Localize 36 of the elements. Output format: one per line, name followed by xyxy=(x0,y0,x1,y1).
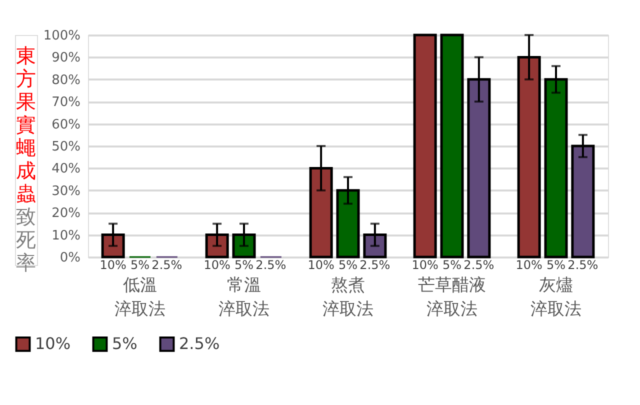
text: 5% xyxy=(130,258,150,272)
text: 10% xyxy=(412,258,438,272)
text: 10% xyxy=(308,258,334,272)
y-tick-label: 0% xyxy=(60,250,80,266)
text: 2.5% xyxy=(152,258,182,272)
text: 5% xyxy=(546,258,566,272)
text: 10% xyxy=(100,258,126,272)
text: 2.5% xyxy=(256,258,286,272)
legend-label: 2.5% xyxy=(179,334,220,354)
bar xyxy=(440,34,464,258)
x-tick-label: 芒草醋液淬取法 xyxy=(418,276,486,320)
text: 5% xyxy=(338,258,358,272)
text: 10% xyxy=(516,258,542,272)
y-tick-label: 20% xyxy=(52,206,80,222)
text: 東方果實蠅成蟲致死率 xyxy=(16,44,36,274)
text: 5% xyxy=(234,258,254,272)
text: 2.5% xyxy=(464,258,494,272)
x-tick-label: 常溫淬取法 xyxy=(218,276,270,320)
bar xyxy=(413,34,437,258)
y-tick-label: 50% xyxy=(52,140,80,154)
x-tick-label: 熬煮淬取法 xyxy=(322,276,374,320)
text: 2.5% xyxy=(568,258,598,272)
y-tick-label: 90% xyxy=(52,50,80,66)
x-tick-label: 灰燼淬取法 xyxy=(530,276,582,320)
legend-label: 5% xyxy=(112,334,138,354)
y-tick-label: 100% xyxy=(43,28,80,44)
x-tick-label: 低溫淬取法 xyxy=(114,276,166,320)
y-tick-label: 60% xyxy=(52,117,80,132)
y-tick-label: 70% xyxy=(52,95,80,110)
text: 10% xyxy=(204,258,230,272)
text: 2.5% xyxy=(360,258,390,272)
y-tick-label: 30% xyxy=(52,184,80,199)
text: 5% xyxy=(442,258,462,272)
y-tick-label: 80% xyxy=(52,72,80,88)
y-tick-label: 40% xyxy=(52,162,80,177)
y-tick-label: 10% xyxy=(52,228,80,244)
